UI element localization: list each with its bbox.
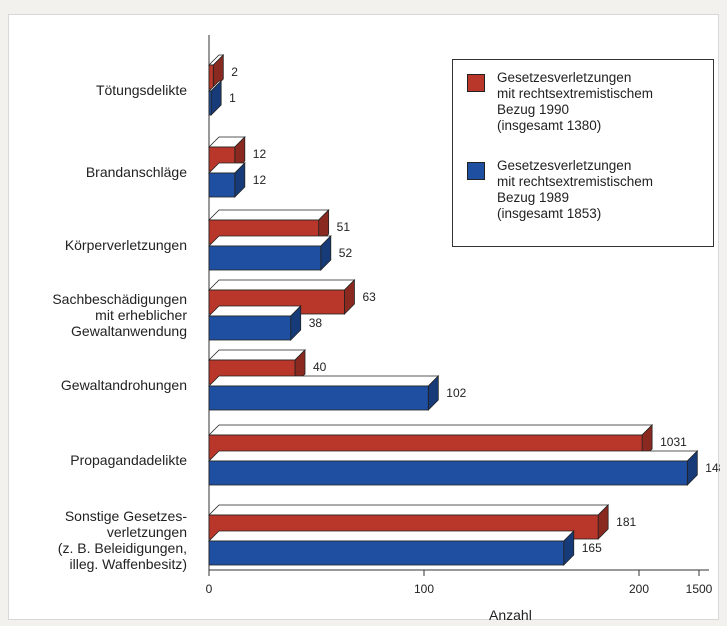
category-label-4: Gewaltandrohungen <box>60 377 187 393</box>
bar-top-5-0 <box>208 424 654 436</box>
value-label-0-0: 2 <box>231 65 238 79</box>
value-label-5-0: 1031 <box>660 435 687 449</box>
bar-3-1 <box>208 315 292 341</box>
bar-top-6-1 <box>208 530 575 542</box>
category-label-2: Körperverletzungen <box>64 237 187 253</box>
category-label-0: Tötungsdelikte <box>95 82 187 98</box>
legend-swatch-1989 <box>467 162 485 180</box>
value-label-2-0: 51 <box>337 220 351 234</box>
legend-label-1990: Gesetzesverletzungen mit rechtsextremist… <box>497 70 654 133</box>
legend-label-1989: Gesetzesverletzungen mit rechtsextremist… <box>497 158 654 221</box>
category-label-5: Propagandadelikte <box>70 452 187 468</box>
bar-top-2-1 <box>208 235 332 247</box>
value-label-2-1: 52 <box>339 246 353 260</box>
category-label-3: Sachbeschädigungen mit erheblicher Gewal… <box>52 291 187 339</box>
bar-top-3-0 <box>208 279 356 291</box>
legend: Gesetzesverletzungen mit rechtsextremist… <box>452 59 714 247</box>
bar-1-1 <box>208 172 236 198</box>
bar-top-2-0 <box>208 209 330 221</box>
bar-0-0 <box>208 64 214 90</box>
x-tick-label-100: 100 <box>414 582 434 596</box>
category-label-1: Brandanschläge <box>85 164 187 180</box>
x-tick-label-1500: 1500 <box>686 582 713 596</box>
value-label-4-1: 102 <box>446 386 466 400</box>
x-tick-label-0: 0 <box>206 582 213 596</box>
chart-frame: 0 100 200 1500 2 1 12 12 51 52 63 38 40 102 1031 1483 18… <box>8 14 720 623</box>
bar-top-3-1 <box>208 305 302 317</box>
x-axis-title: Anzahl <box>489 607 532 623</box>
bar-top-4-0 <box>208 349 306 361</box>
bar-5-1 <box>208 460 688 486</box>
bar-top-4-1 <box>208 375 440 387</box>
value-label-4-0: 40 <box>313 360 327 374</box>
bar-top-5-1 <box>208 450 699 462</box>
bar-chart: 0 100 200 1500 2 1 12 12 51 52 63 38 40 102 1031 1483 18… <box>206 35 720 596</box>
value-label-1-1: 12 <box>253 173 267 187</box>
value-label-3-0: 63 <box>362 290 376 304</box>
category-label-6: Sonstige Gesetzes- verletzungen (z. B. B… <box>57 508 187 572</box>
value-label-0-1: 1 <box>229 91 236 105</box>
bar-top-6-0 <box>208 504 610 516</box>
bar-4-1 <box>208 385 429 411</box>
legend-swatch-1990 <box>467 74 485 92</box>
x-tick-label-200: 200 <box>629 582 649 596</box>
bar-2-1 <box>208 245 322 271</box>
value-label-5-1: 1483 <box>705 461 720 475</box>
bar-6-1 <box>208 540 565 566</box>
bar-0-1 <box>208 90 212 116</box>
value-label-3-1: 38 <box>309 316 323 330</box>
value-label-6-0: 181 <box>616 515 636 529</box>
value-label-6-1: 165 <box>582 541 602 555</box>
value-label-1-0: 12 <box>253 147 267 161</box>
